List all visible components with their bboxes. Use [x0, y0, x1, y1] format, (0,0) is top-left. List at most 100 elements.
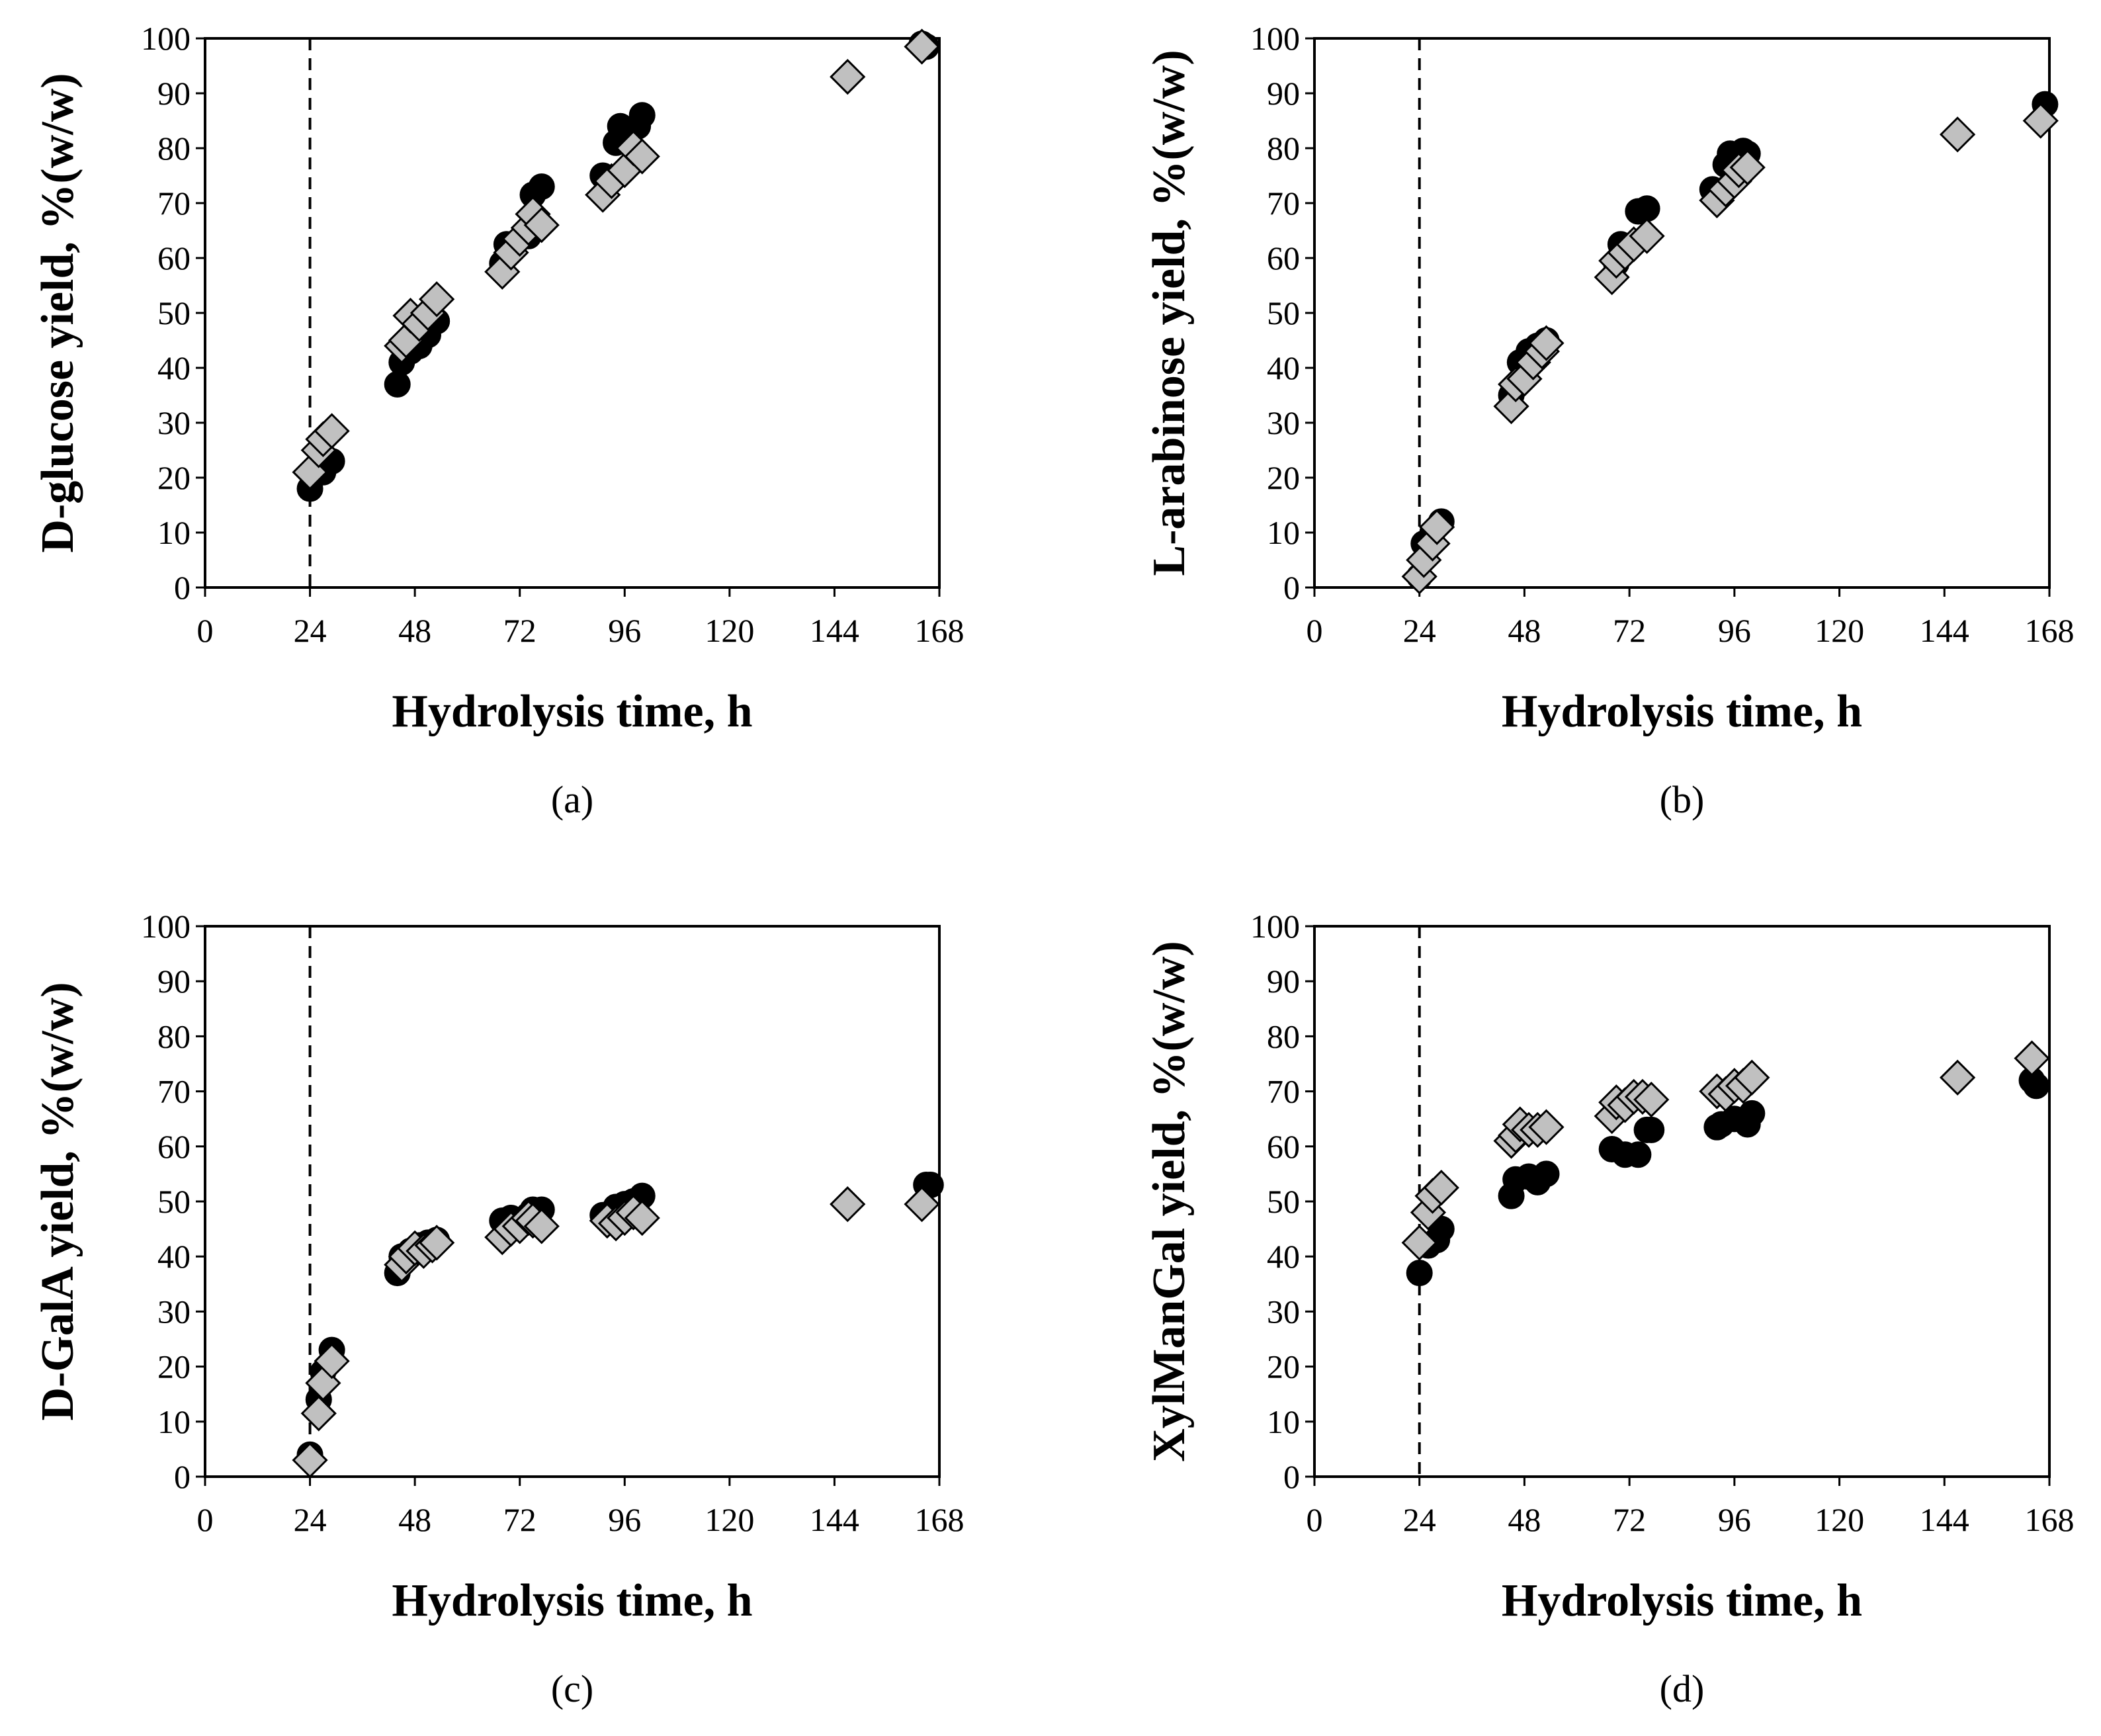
- y-tick-label: 70: [157, 1073, 191, 1110]
- y-axis-title: XylManGal yield, %(w/w): [1144, 941, 1195, 1461]
- x-tick-label: 72: [1613, 612, 1646, 649]
- data-point-diamond: [1633, 1081, 1670, 1118]
- data-point-circle: [1738, 1100, 1766, 1127]
- x-axis-title: Hydrolysis time, h: [392, 1575, 752, 1626]
- y-tick-label: 10: [1267, 1403, 1300, 1440]
- y-tick-label: 10: [157, 514, 191, 551]
- data-point-diamond: [1528, 1109, 1565, 1145]
- y-tick-label: 0: [1283, 1458, 1300, 1495]
- x-tick-label: 24: [294, 612, 327, 649]
- plot-frame: [1313, 37, 2051, 589]
- data-point-diamond: [314, 413, 350, 449]
- y-tick-label: 40: [1267, 349, 1300, 386]
- x-tick-label: 0: [197, 612, 214, 649]
- x-tick-label: 120: [1815, 612, 1864, 649]
- x-tick-label: 96: [1718, 612, 1751, 649]
- y-tick-label: 90: [1267, 75, 1300, 112]
- data-point-diamond: [1940, 116, 1976, 153]
- y-tick-label: 100: [1250, 20, 1300, 57]
- x-tick-label: 24: [1403, 1501, 1436, 1538]
- data-point-circle: [384, 370, 411, 398]
- y-tick-label: 60: [1267, 239, 1300, 277]
- x-tick-label: 24: [1403, 612, 1436, 649]
- y-tick-label: 50: [1267, 294, 1300, 331]
- y-tick-label: 30: [1267, 404, 1300, 441]
- y-tick-label: 90: [157, 75, 191, 112]
- x-tick-label: 120: [705, 612, 754, 649]
- data-point-circle: [528, 173, 555, 200]
- y-tick-label: 100: [141, 20, 191, 57]
- y-tick-label: 100: [1250, 908, 1300, 945]
- x-tick-label: 0: [1307, 1501, 1323, 1538]
- panel-caption: (d): [1660, 1667, 1705, 1710]
- y-tick-label: 90: [1267, 963, 1300, 1000]
- data-point-diamond: [624, 1199, 660, 1237]
- chart-c: 0 10 20 30 40 50 60 70 80 90 100 0 24 48 72 96 120 144 168…: [32, 908, 965, 1710]
- y-tick-label: 100: [141, 908, 191, 945]
- data-point-diamond: [305, 1365, 341, 1401]
- x-axis-title: Hydrolysis time, h: [392, 686, 752, 737]
- y-tick-label: 40: [157, 1238, 191, 1275]
- x-tick-label: 120: [705, 1501, 754, 1538]
- x-tick-label: 48: [398, 1501, 431, 1538]
- x-tick-label: 168: [2025, 612, 2075, 649]
- y-tick-label: 70: [1267, 1073, 1300, 1110]
- y-tick-label: 70: [1267, 185, 1300, 222]
- data-point-diamond: [2014, 1040, 2050, 1076]
- x-tick-label: 72: [503, 1501, 536, 1538]
- x-tick-label: 0: [1307, 612, 1323, 649]
- data-point-circle: [628, 102, 656, 129]
- data-point-diamond: [300, 1395, 337, 1432]
- y-tick-label: 50: [157, 1183, 191, 1220]
- y-tick-label: 50: [157, 294, 191, 331]
- x-tick-label: 48: [1508, 612, 1541, 649]
- data-point-diamond: [2022, 103, 2059, 139]
- y-tick-label: 20: [1267, 459, 1300, 496]
- x-tick-label: 120: [1815, 1501, 1864, 1538]
- y-tick-label: 10: [1267, 514, 1300, 551]
- data-point-circle: [2023, 1072, 2050, 1100]
- x-axis-title: Hydrolysis time, h: [1502, 686, 1862, 737]
- y-tick-label: 20: [157, 1348, 191, 1385]
- data-point-diamond: [904, 28, 940, 65]
- data-point-diamond: [419, 281, 455, 318]
- x-tick-label: 72: [1613, 1501, 1646, 1538]
- data-point-diamond: [1401, 1225, 1437, 1261]
- x-tick-label: 168: [915, 612, 965, 649]
- x-tick-label: 168: [2025, 1501, 2075, 1538]
- panel-caption: (c): [551, 1667, 593, 1710]
- data-point-diamond: [419, 1225, 455, 1261]
- x-tick-label: 24: [294, 1501, 327, 1538]
- data-point-diamond: [1629, 218, 1665, 254]
- panel-caption: (b): [1660, 778, 1705, 821]
- panel-caption: (a): [551, 778, 593, 821]
- y-tick-label: 20: [1267, 1348, 1300, 1385]
- x-tick-label: 96: [608, 1501, 641, 1538]
- x-tick-label: 96: [1718, 1501, 1751, 1538]
- y-tick-label: 90: [157, 963, 191, 1000]
- data-point-diamond: [1423, 1170, 1459, 1206]
- y-tick-label: 0: [174, 1458, 191, 1495]
- y-tick-label: 0: [1283, 569, 1300, 606]
- y-tick-label: 60: [1267, 1128, 1300, 1165]
- y-tick-label: 10: [157, 1403, 191, 1440]
- chart-d: 0 10 20 30 40 50 60 70 80 90 100 0 24 48 72 96 120 144 168…: [1144, 908, 2075, 1710]
- x-tick-label: 144: [810, 612, 859, 649]
- y-axis-title: D-GalA yield, %(w/w): [32, 982, 83, 1420]
- data-point-circle: [1625, 1141, 1652, 1168]
- y-axis-title: D-glucose yield, %(w/w): [32, 73, 83, 552]
- data-point-diamond: [1729, 149, 1766, 186]
- y-tick-label: 40: [157, 349, 191, 386]
- y-tick-label: 80: [1267, 130, 1300, 167]
- data-point-diamond: [624, 138, 660, 175]
- y-axis-title: L-arabinose yield, %(w/w): [1144, 50, 1195, 576]
- x-tick-label: 144: [810, 1501, 859, 1538]
- chart-b: 0 10 20 30 40 50 60 70 80 90 100 0 24 48 72 96 120 144 168…: [1144, 20, 2075, 821]
- x-tick-label: 96: [608, 612, 641, 649]
- data-point-diamond: [1940, 1059, 1976, 1096]
- y-tick-label: 70: [157, 185, 191, 222]
- data-point-diamond: [904, 1186, 940, 1223]
- y-tick-label: 40: [1267, 1238, 1300, 1275]
- y-tick-label: 60: [157, 239, 191, 277]
